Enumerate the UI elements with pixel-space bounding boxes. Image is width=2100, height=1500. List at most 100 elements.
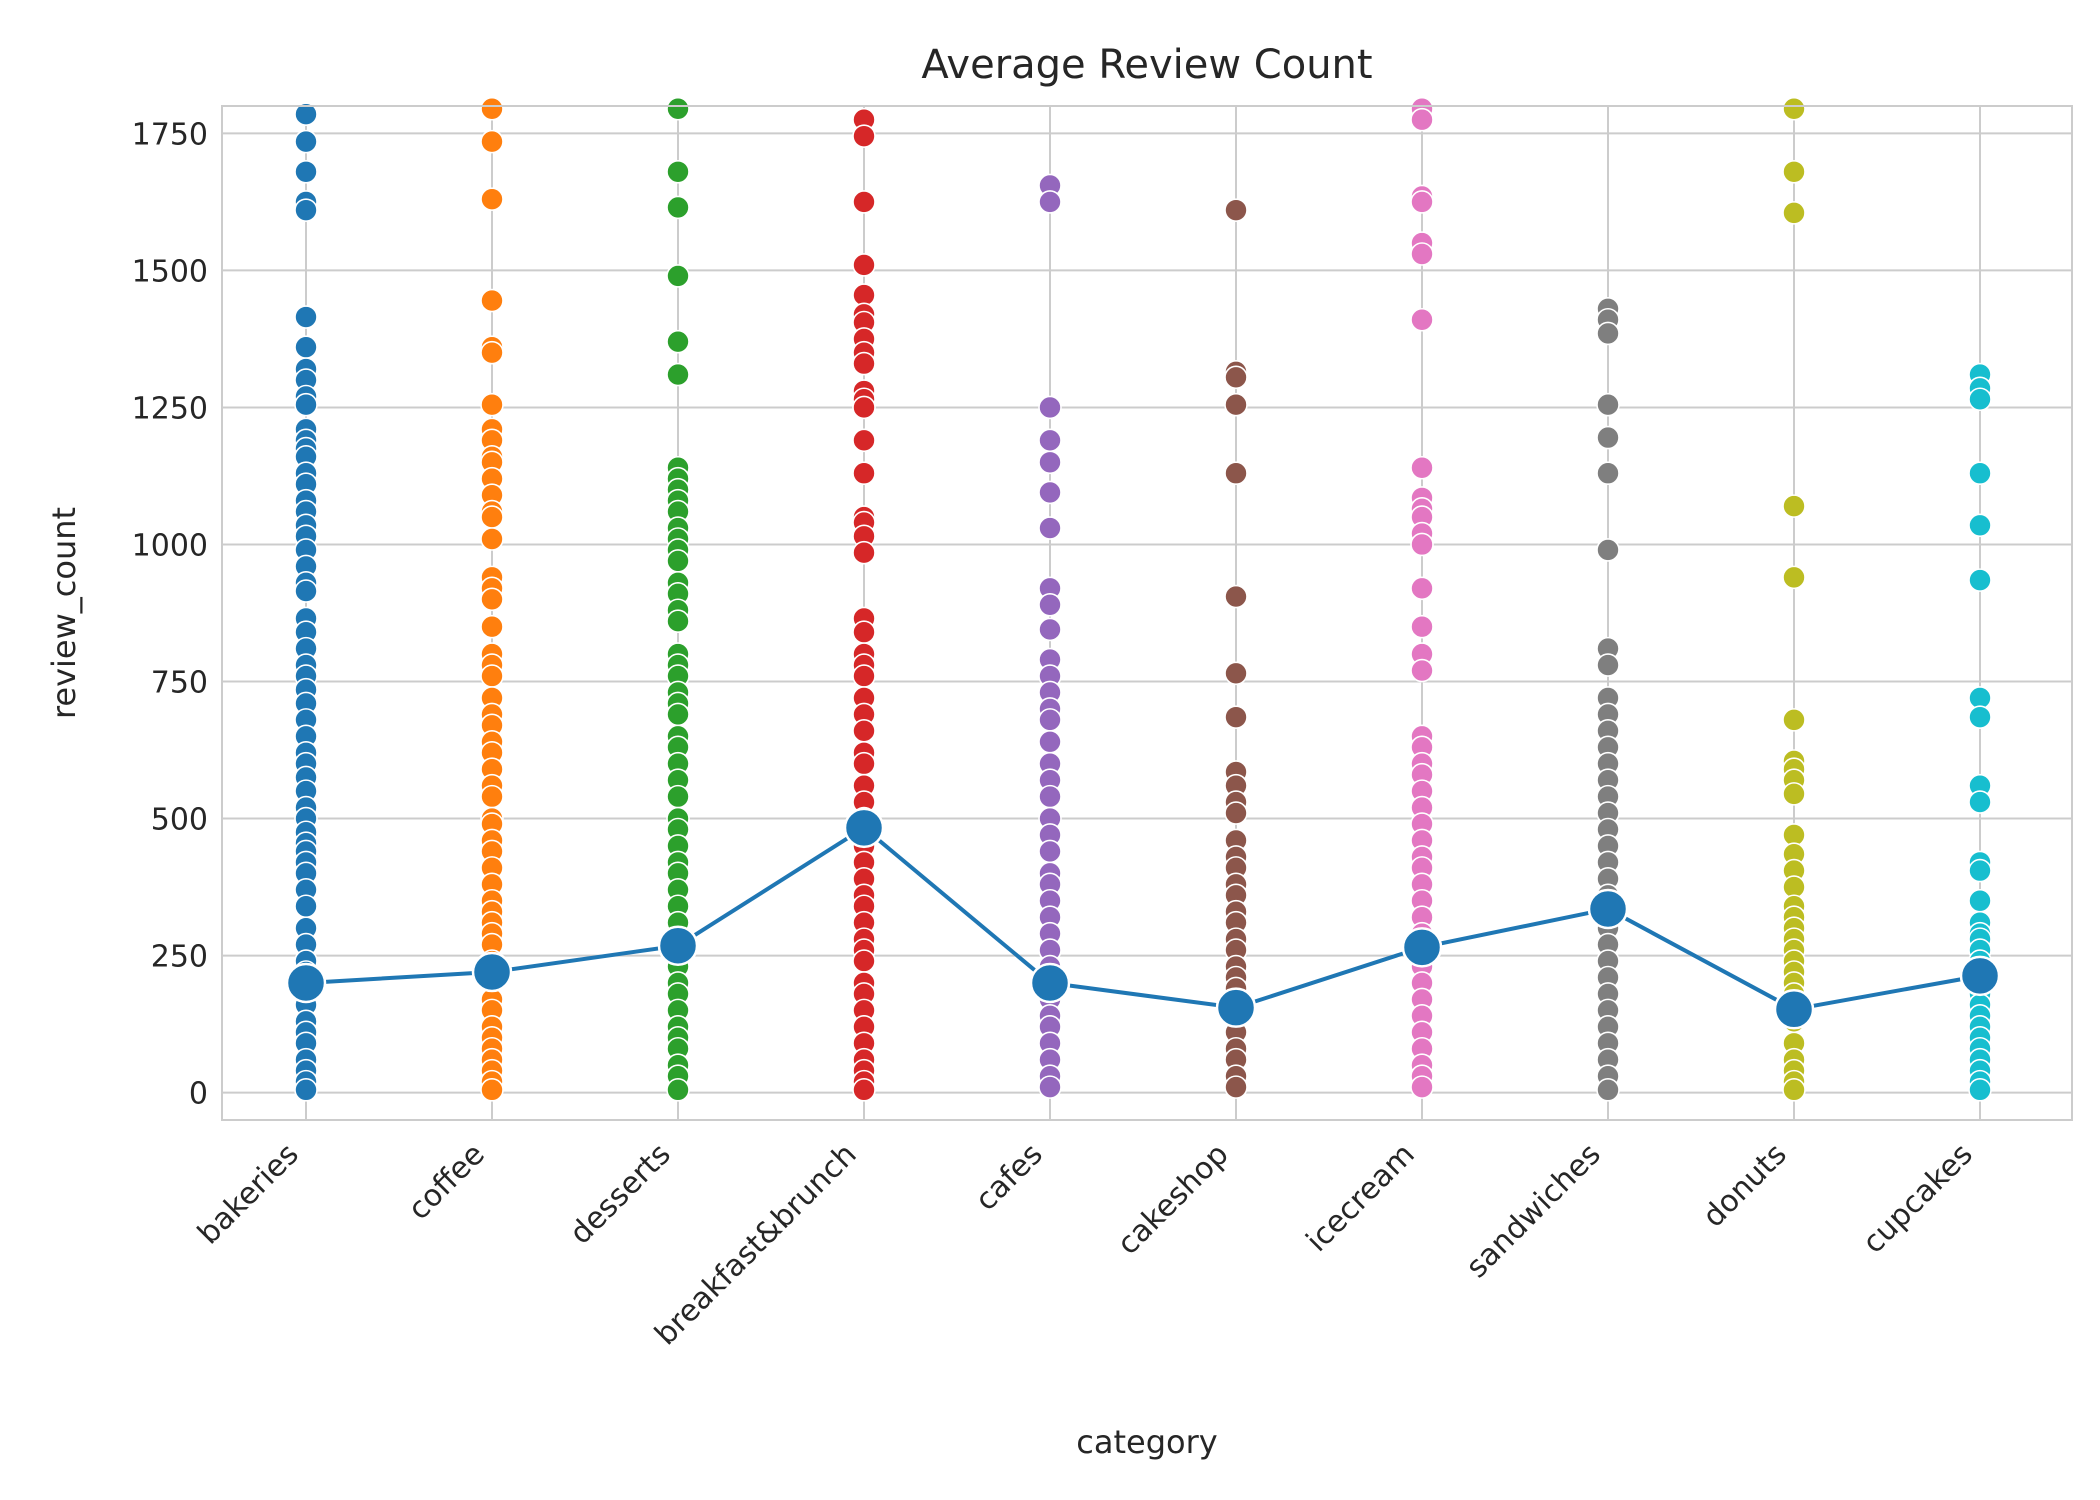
data-point [1410, 576, 1434, 601]
data-point [1968, 705, 1992, 729]
data-point [852, 190, 876, 214]
data-point [480, 392, 504, 417]
y-tick-label: 1750 [132, 117, 208, 152]
data-point [1782, 494, 1806, 518]
data-point [1410, 1075, 1434, 1099]
y-axis-label: review_count [45, 507, 83, 719]
data-point [1968, 888, 1992, 913]
data-point [294, 305, 318, 329]
data-point [1596, 461, 1620, 486]
data-point [666, 609, 690, 634]
data-point [1038, 428, 1062, 453]
data-point [666, 159, 690, 184]
data-point [1224, 705, 1248, 729]
data-point [1038, 190, 1062, 214]
data-point [852, 395, 876, 420]
data-point [852, 949, 876, 973]
data-point [1224, 392, 1248, 417]
data-point [1782, 159, 1806, 184]
data-point [480, 784, 504, 809]
data-point [1038, 839, 1062, 864]
data-point [1038, 708, 1062, 732]
data-point [1224, 1075, 1248, 1099]
data-point [1038, 592, 1062, 617]
data-point [1038, 617, 1062, 642]
data-point [1782, 201, 1806, 225]
data-point [480, 614, 504, 639]
y-tick-label: 250 [151, 940, 208, 975]
data-point [480, 505, 504, 529]
data-point [294, 1078, 318, 1102]
mean-point [285, 962, 327, 1004]
data-point [1410, 190, 1434, 214]
data-point [1224, 584, 1248, 609]
data-point [294, 159, 318, 184]
y-tick-label: 500 [151, 803, 208, 838]
data-point [1968, 790, 1992, 814]
data-point [294, 579, 318, 603]
data-point [1596, 1078, 1620, 1102]
data-point [1224, 461, 1248, 486]
data-point [480, 129, 504, 154]
data-point [480, 288, 504, 313]
data-point [1782, 565, 1806, 590]
data-point [1782, 782, 1806, 806]
mean-line [285, 807, 2001, 1030]
data-point [1596, 392, 1620, 417]
mean-point [843, 807, 885, 849]
y-tick-label: 750 [151, 666, 208, 701]
data-point [666, 784, 690, 809]
data-point [666, 195, 690, 220]
data-point [666, 362, 690, 387]
data-point [480, 527, 504, 551]
data-point [1596, 538, 1620, 562]
data-point [480, 1078, 504, 1102]
data-point [852, 664, 876, 688]
data-point [852, 428, 876, 453]
data-point [480, 340, 504, 365]
data-point [1224, 198, 1248, 222]
data-point [852, 253, 876, 277]
data-point [1968, 568, 1992, 592]
data-point [1038, 1075, 1062, 1099]
data-point [294, 392, 318, 417]
data-point [294, 894, 318, 919]
data-point [294, 129, 318, 154]
data-point [1968, 513, 1992, 538]
data-point [1782, 96, 1806, 121]
data-point [294, 335, 318, 359]
data-point [1410, 532, 1434, 557]
data-point [1224, 661, 1248, 686]
data-point [1038, 730, 1062, 754]
data-point [1038, 395, 1062, 420]
data-point [1410, 307, 1434, 332]
data-point [1038, 516, 1062, 540]
data-point [1596, 425, 1620, 450]
data-point [1782, 708, 1806, 732]
data-point [480, 187, 504, 211]
plot-frame [221, 105, 2073, 1121]
mean-point [471, 951, 513, 993]
mean-line-path [305, 825, 1981, 1012]
mean-point [1587, 888, 1629, 930]
data-point [1782, 1078, 1806, 1102]
data-point [1224, 365, 1248, 390]
data-point [852, 461, 876, 486]
data-point [1410, 455, 1434, 480]
data-point [1596, 321, 1620, 346]
data-point [1038, 480, 1062, 505]
x-axis-label: category [1076, 1423, 1217, 1461]
mean-point [1959, 955, 2001, 997]
y-tick-label: 1000 [132, 528, 208, 563]
y-tick-label: 1250 [132, 391, 208, 426]
data-point [1968, 858, 1992, 883]
data-point [852, 1078, 876, 1102]
data-point [294, 198, 318, 222]
y-tick-label: 1500 [132, 254, 208, 289]
data-point [852, 751, 876, 776]
data-point [852, 124, 876, 148]
data-point [1410, 107, 1434, 132]
data-point [480, 96, 504, 121]
data-point [1038, 450, 1062, 475]
y-tick-label: 0 [189, 1077, 208, 1112]
